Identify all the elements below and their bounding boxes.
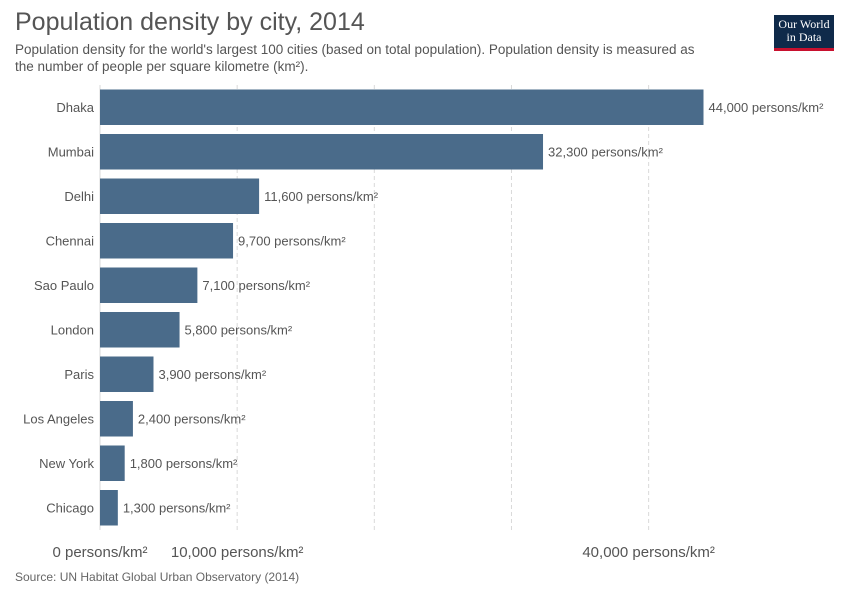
- category-label: Chicago: [46, 500, 94, 515]
- subtitle-line-1: Population density for the world's large…: [15, 42, 695, 57]
- category-label: Los Angeles: [23, 411, 94, 426]
- category-label: Sao Paulo: [34, 278, 94, 293]
- chart-subtitle: Population density for the world's large…: [15, 41, 755, 75]
- category-label: London: [51, 322, 94, 337]
- bar[interactable]: [100, 312, 180, 348]
- x-tick-label: 40,000 persons/km²: [582, 544, 715, 561]
- category-label: Paris: [64, 367, 94, 382]
- x-tick-label: 0 persons/km²: [52, 544, 147, 561]
- value-label: 1,800 persons/km²: [130, 456, 238, 471]
- chart-title: Population density by city, 2014: [15, 8, 365, 36]
- x-tick-label: 10,000 persons/km²: [171, 544, 304, 561]
- value-label: 44,000 persons/km²: [709, 100, 825, 115]
- bar[interactable]: [100, 445, 125, 482]
- bar[interactable]: [100, 134, 544, 170]
- value-label: 9,700 persons/km²: [238, 233, 346, 248]
- value-label: 5,800 persons/km²: [185, 322, 293, 337]
- category-label: Chennai: [46, 233, 95, 248]
- category-label: New York: [39, 456, 94, 471]
- bar[interactable]: [100, 178, 260, 215]
- value-label: 3,900 persons/km²: [158, 367, 266, 382]
- value-label: 32,300 persons/km²: [548, 144, 664, 159]
- category-label: Delhi: [64, 189, 94, 204]
- category-label: Dhaka: [56, 100, 94, 115]
- category-label: Mumbai: [48, 144, 94, 159]
- bar[interactable]: [100, 356, 154, 393]
- bar[interactable]: [100, 490, 118, 526]
- bar[interactable]: [100, 89, 704, 126]
- owid-logo[interactable]: Our World in Data: [774, 15, 834, 51]
- value-label: 11,600 persons/km²: [264, 189, 379, 204]
- value-label: 2,400 persons/km²: [138, 411, 246, 426]
- source-note[interactable]: Source: UN Habitat Global Urban Observat…: [15, 570, 300, 584]
- bar-layer: [100, 89, 704, 526]
- x-axis: 0 persons/km² 10,000 persons/km² 40,000 pe…: [52, 544, 714, 561]
- bar[interactable]: [100, 223, 234, 259]
- bar[interactable]: [100, 401, 133, 437]
- bar[interactable]: [100, 267, 198, 304]
- value-label: 7,100 persons/km²: [202, 278, 310, 293]
- label-layer: Dhaka 44,000 persons/km² Mumbai 32,300 pers…: [23, 100, 824, 516]
- logo-line-2: in Data: [786, 30, 822, 44]
- subtitle-line-2: the number of people per square kilometr…: [15, 59, 309, 74]
- value-label: 1,300 persons/km²: [123, 500, 231, 515]
- logo-line-1: Our World: [778, 17, 830, 31]
